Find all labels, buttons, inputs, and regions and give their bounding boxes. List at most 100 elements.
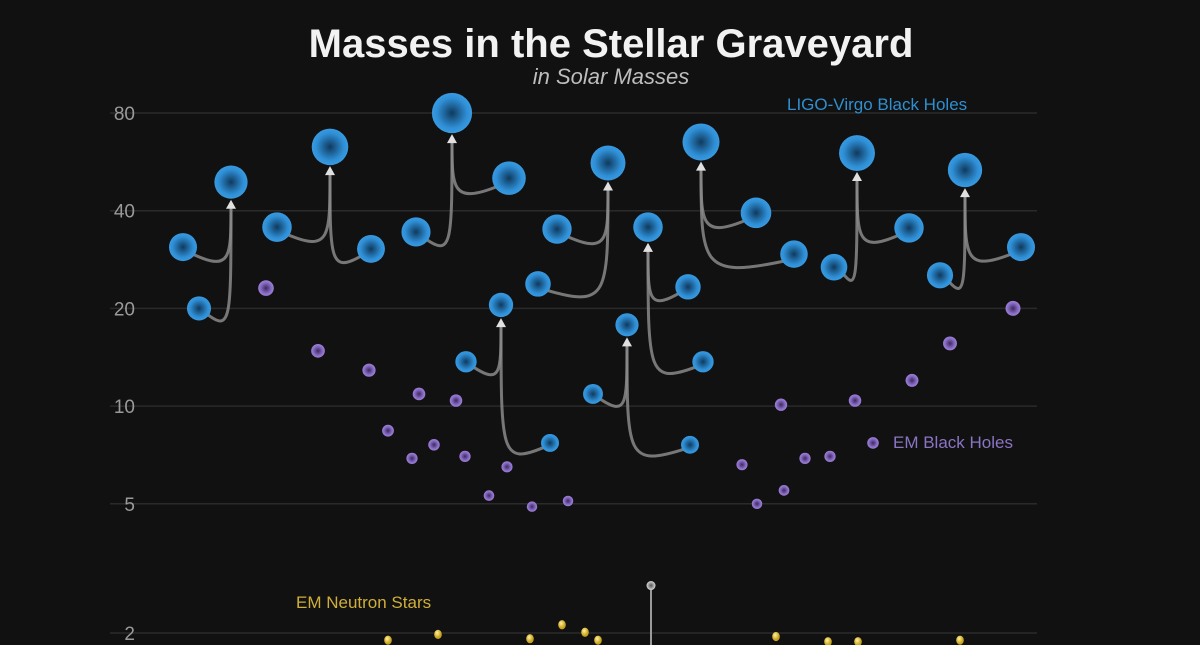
arrowhead [325,166,335,176]
em-black-hole-point [799,452,811,465]
ligo-progenitor-point [675,274,701,300]
ligo-remnant-point [839,135,875,172]
arrowhead [226,199,236,209]
em-black-hole-point [449,394,463,407]
merger-arrow [625,344,685,458]
ligo-progenitor-point [168,233,198,262]
em-black-hole-point [526,501,538,512]
ligo-progenitor-point [1006,233,1036,262]
merger-arrow [599,344,629,408]
arrowhead [696,161,706,171]
em-neutron-star-point [581,627,589,637]
ligo-progenitor-point [357,234,385,263]
ligo-remnant-point [947,152,983,188]
merger-arrow [499,325,545,456]
y-tick-label: 10 [114,397,135,418]
ligo-progenitor-point [455,351,477,373]
merger-arrow [450,141,498,196]
arrowhead [622,337,632,347]
merger-arrow [646,249,680,303]
em-black-hole-point [1005,300,1021,316]
arrowhead [603,181,613,191]
y-tick-label: 5 [124,495,135,516]
em-neutron-star-point [824,637,832,645]
ligo-progenitor-point [926,262,954,289]
ligo-progenitor-point [681,435,699,454]
em-neutron-star-point [956,635,964,645]
chart-subtitle: in Solar Masses [533,64,690,89]
em-black-hole-point [311,343,325,358]
em-neutron-star-point [854,637,862,645]
em-neutron-star-point [434,629,442,639]
ligo-remnant-point [682,123,720,161]
arrowhead [960,188,970,198]
em-black-hole-point [774,398,788,411]
em-black-hole-point [412,387,426,401]
ligo-remnant-point [615,313,639,337]
ligo-remnant-point [488,292,514,318]
em-black-hole-point [428,439,440,451]
legend-ligo-virgo-black-holes: LIGO-Virgo Black Holes [787,95,967,114]
em-neutron-star-point [558,620,566,630]
merger-arrow [286,173,332,243]
merger-arrow [566,188,610,246]
merger-arrow [699,168,746,230]
em-black-hole-point [848,394,862,407]
y-tick-label: 20 [114,299,135,320]
ligo-progenitor-point [740,197,772,229]
em-black-hole-point [459,450,471,463]
em-black-hole-point [778,485,790,496]
ligo-remnant-point [633,212,663,242]
ligo-progenitor-point [894,213,924,243]
ligo-remnant-point [311,128,349,166]
em-neutron-star-point [772,631,780,642]
ligo-neutron-star-remnant-point [646,581,656,591]
em-black-hole-point [382,424,394,437]
em-black-hole-point [751,498,763,510]
ligo-progenitor-point [820,253,848,281]
em-black-hole-point [562,495,574,507]
chart-title: Masses in the Stellar Graveyard [309,22,914,66]
em-black-hole-point [943,336,957,351]
ligo-remnant-point [590,145,626,181]
em-black-hole-point [501,461,513,473]
em-black-hole-point [905,373,919,387]
em-black-hole-point [406,452,418,465]
ligo-remnant-point [431,92,473,134]
em-black-hole-point [824,450,836,463]
ligo-progenitor-point [692,351,714,373]
ligo-progenitor-point [401,217,431,247]
y-tick-label: 2 [124,624,135,645]
ligo-remnant-point [214,165,248,199]
merger-arrow [472,325,503,377]
merger-arrow [699,168,785,270]
legend-em-black-holes: EM Black Holes [893,433,1013,452]
legend-em-neutron-stars: EM Neutron Stars [296,593,431,612]
arrowhead [496,318,506,328]
ligo-progenitor-point [541,433,559,452]
ligo-progenitor-point [525,271,551,297]
merger-arrow [855,179,900,244]
em-neutron-star-point [594,635,602,645]
ligo-progenitor-point [262,212,292,242]
em-black-hole-point [258,280,274,296]
arrowhead [643,242,653,252]
merger-arrow [328,173,362,265]
ligo-progenitor-point [492,161,526,195]
merger-arrow [646,249,697,376]
y-tick-label: 40 [114,202,135,223]
em-neutron-star-point [384,635,392,645]
merger-arrow [192,206,233,263]
em-black-hole-point [483,490,495,501]
ligo-progenitor-point [542,214,572,244]
arrowhead [447,134,457,144]
ligo-progenitor-point [780,240,808,268]
ligo-progenitor-point [583,384,603,404]
arrowhead [852,172,862,182]
em-neutron-star-point [526,634,534,644]
y-tick-label: 80 [114,104,135,125]
em-black-hole-point [362,363,376,377]
merger-arrow [963,195,1012,263]
em-black-hole-point [867,437,879,449]
